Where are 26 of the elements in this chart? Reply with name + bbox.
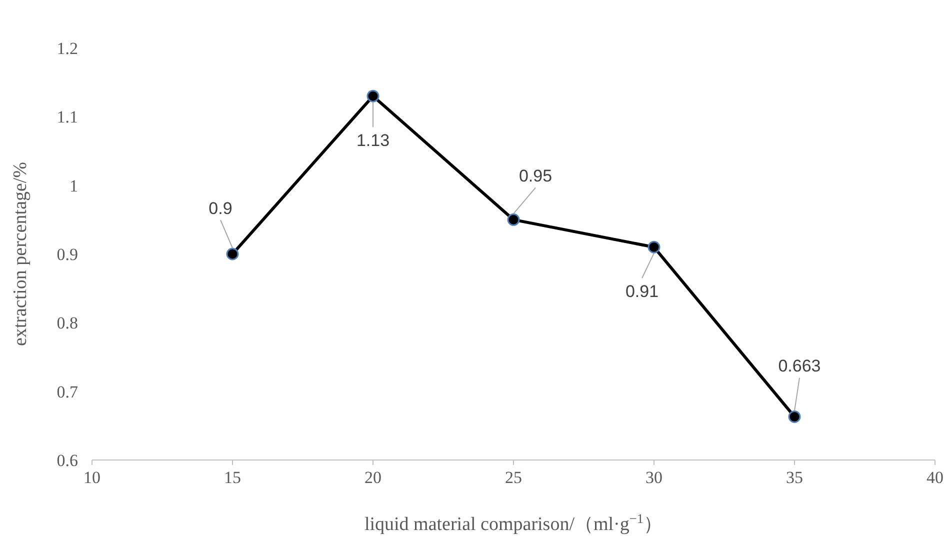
y-tick-label: 1.1 — [56, 108, 78, 127]
y-tick-label: 0.6 — [56, 451, 78, 470]
x-tick-label: 35 — [786, 468, 803, 487]
y-tick-label: 1.2 — [56, 39, 78, 58]
data-label: 0.9 — [208, 199, 232, 218]
x-tick-label: 40 — [926, 468, 944, 487]
data-label: 0.91 — [625, 282, 659, 302]
y-tick-label: 0.8 — [56, 314, 78, 333]
point — [507, 213, 520, 226]
point — [226, 248, 239, 260]
y-axis-title: extraction percentage/% — [10, 162, 31, 346]
data-label: 1.13 — [356, 131, 390, 150]
x-tick-label: 20 — [364, 468, 382, 487]
point — [366, 90, 380, 102]
x-tick-label: 10 — [84, 468, 100, 487]
x-tick-label: 25 — [505, 468, 522, 487]
point — [788, 410, 801, 423]
x-axis-title: liquid material comparison/（ml·g$^{−1}$） — [364, 510, 663, 535]
data-label: 0.663 — [778, 356, 821, 376]
y-tick-label: 0.9 — [56, 245, 78, 264]
x-tick-label: 15 — [224, 468, 241, 487]
y-tick-label: 1 — [70, 176, 78, 196]
data-label: 0.95 — [518, 166, 552, 186]
point — [648, 240, 660, 254]
x-tick-label: 30 — [646, 468, 662, 487]
y-tick-label: 0.7 — [56, 382, 78, 402]
